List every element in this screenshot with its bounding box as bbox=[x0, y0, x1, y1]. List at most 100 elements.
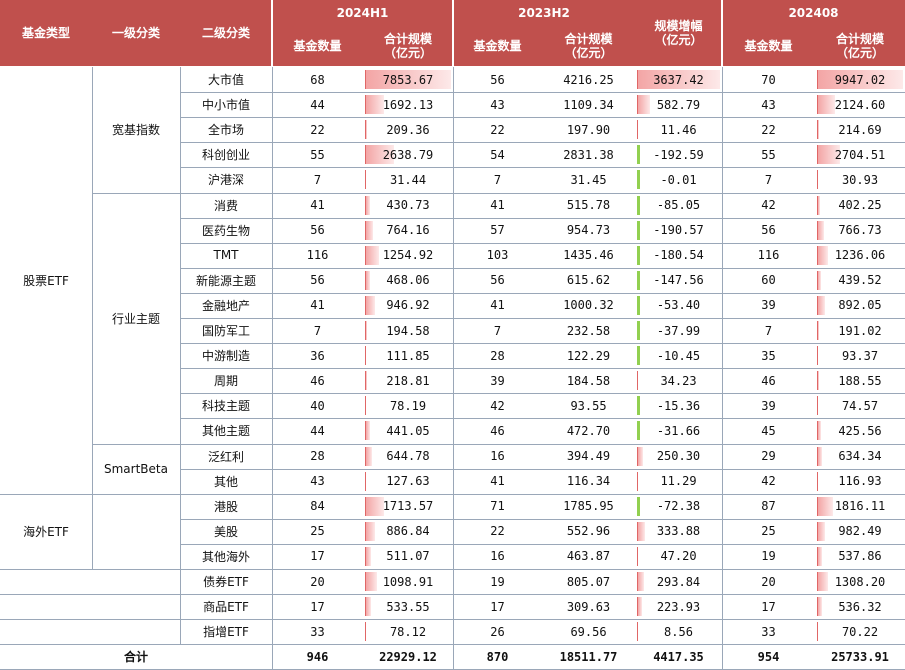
data-bar bbox=[365, 572, 378, 592]
count-2024h1: 17 bbox=[310, 599, 325, 614]
value-s1: 468.06 bbox=[386, 273, 430, 288]
grid-line bbox=[0, 494, 905, 495]
data-bar bbox=[817, 145, 841, 165]
data-bar bbox=[365, 245, 379, 265]
data-bar bbox=[817, 321, 819, 341]
data-bar bbox=[817, 220, 824, 240]
scale-2023h2: 1109.34 bbox=[563, 97, 614, 112]
data-bar bbox=[817, 371, 819, 391]
count-2023h2: 7 bbox=[493, 172, 502, 187]
value-s1: 1098.91 bbox=[382, 574, 434, 589]
header-sub-scale: 合计规模 （亿元） bbox=[542, 25, 635, 66]
count-2023h2: 19 bbox=[490, 574, 505, 589]
scale-2023h2: 69.56 bbox=[570, 624, 607, 639]
value-g: 223.93 bbox=[656, 599, 701, 614]
count-2023h2: 39 bbox=[490, 373, 505, 388]
count-2023h2: 56 bbox=[490, 273, 505, 288]
value-s1: 111.85 bbox=[386, 348, 430, 363]
value-g: 11.46 bbox=[660, 122, 697, 137]
value-g: 11.29 bbox=[660, 474, 697, 489]
value-s3: 188.55 bbox=[838, 373, 882, 388]
data-bar bbox=[817, 396, 818, 416]
value-s1: 194.58 bbox=[386, 323, 430, 338]
count-2024h1: 44 bbox=[310, 423, 325, 438]
data-bar bbox=[817, 170, 818, 190]
value-s1: 1254.92 bbox=[382, 248, 434, 263]
value-s3: 30.93 bbox=[841, 172, 879, 187]
header-period-2023h2: 2023H2 bbox=[453, 0, 635, 25]
grid-line bbox=[272, 67, 273, 669]
level2-label: TMT bbox=[213, 248, 239, 263]
grid-line bbox=[180, 519, 905, 520]
level2-label: 周期 bbox=[213, 374, 238, 389]
count-2024h1: 84 bbox=[310, 499, 325, 514]
data-bar bbox=[365, 120, 368, 140]
value-g: -190.57 bbox=[653, 223, 704, 238]
count-2024h1: 7 bbox=[313, 172, 322, 187]
data-bar bbox=[365, 396, 366, 416]
count-2023h2: 54 bbox=[490, 147, 505, 162]
level2-label: 科创创业 bbox=[201, 148, 250, 163]
grid-line bbox=[180, 67, 181, 644]
data-bar bbox=[637, 321, 640, 341]
value-s3: 2124.60 bbox=[834, 97, 886, 112]
value-s3: 1816.11 bbox=[834, 499, 886, 514]
group-industry: 行业主题 bbox=[111, 311, 160, 326]
value-s1: 1713.57 bbox=[382, 499, 434, 514]
scale-2023h2: 954.73 bbox=[566, 223, 611, 238]
value-s3: 191.02 bbox=[838, 323, 882, 338]
value-s3: 439.52 bbox=[838, 273, 882, 288]
count-2024h1: 46 bbox=[310, 373, 325, 388]
count-2024h1: 41 bbox=[310, 198, 325, 213]
level2-label: 医药生物 bbox=[201, 223, 250, 238]
level2-label: 沪港深 bbox=[207, 173, 244, 188]
data-bar bbox=[637, 371, 638, 391]
grid-line bbox=[180, 218, 905, 219]
level2-label: 其他 bbox=[213, 474, 238, 489]
header-divider bbox=[452, 0, 454, 66]
count-202408: 43 bbox=[761, 97, 776, 112]
data-bar bbox=[817, 120, 819, 140]
value-s1: 886.84 bbox=[386, 524, 430, 539]
value-g: -37.99 bbox=[656, 323, 701, 338]
value-s3: 214.69 bbox=[838, 122, 882, 137]
header-divider bbox=[721, 0, 723, 66]
total-g: 4417.35 bbox=[653, 649, 704, 664]
value-g: -180.54 bbox=[653, 248, 704, 263]
data-bar bbox=[637, 270, 640, 290]
count-2023h2: 46 bbox=[490, 423, 505, 438]
level2-label: 国防军工 bbox=[201, 324, 250, 339]
scale-2023h2: 1435.46 bbox=[563, 248, 614, 263]
count-2023h2: 41 bbox=[490, 198, 505, 213]
data-bar bbox=[817, 295, 825, 315]
count-202408: 7 bbox=[764, 323, 773, 338]
data-bar bbox=[637, 220, 640, 240]
data-bar bbox=[637, 446, 643, 466]
value-s3: 93.37 bbox=[841, 348, 879, 363]
grid-line bbox=[722, 67, 723, 669]
count-2023h2: 22 bbox=[490, 122, 505, 137]
data-bar bbox=[365, 597, 371, 617]
header-sub-count: 基金数量 bbox=[453, 25, 542, 66]
value-s1: 533.55 bbox=[386, 599, 430, 614]
value-s3: 425.56 bbox=[838, 423, 882, 438]
data-bar bbox=[817, 346, 818, 366]
value-g: 293.84 bbox=[656, 574, 701, 589]
data-bar bbox=[817, 446, 823, 466]
grid-line bbox=[180, 469, 905, 470]
level2-label: 指增ETF bbox=[203, 625, 249, 640]
value-g: -85.05 bbox=[656, 198, 701, 213]
value-g: 582.79 bbox=[656, 97, 701, 112]
scale-2023h2: 463.87 bbox=[566, 549, 611, 564]
count-202408: 42 bbox=[761, 198, 776, 213]
scale-2023h2: 805.07 bbox=[566, 574, 611, 589]
grid-line bbox=[0, 594, 905, 595]
level2-label: 债券ETF bbox=[203, 575, 249, 590]
count-2024h1: 116 bbox=[306, 248, 329, 263]
value-g: 3637.42 bbox=[653, 72, 704, 87]
data-bar bbox=[637, 70, 720, 90]
scale-2023h2: 31.45 bbox=[570, 172, 607, 187]
grid-line bbox=[180, 343, 905, 344]
data-bar bbox=[817, 572, 829, 592]
scale-2023h2: 197.90 bbox=[566, 122, 611, 137]
